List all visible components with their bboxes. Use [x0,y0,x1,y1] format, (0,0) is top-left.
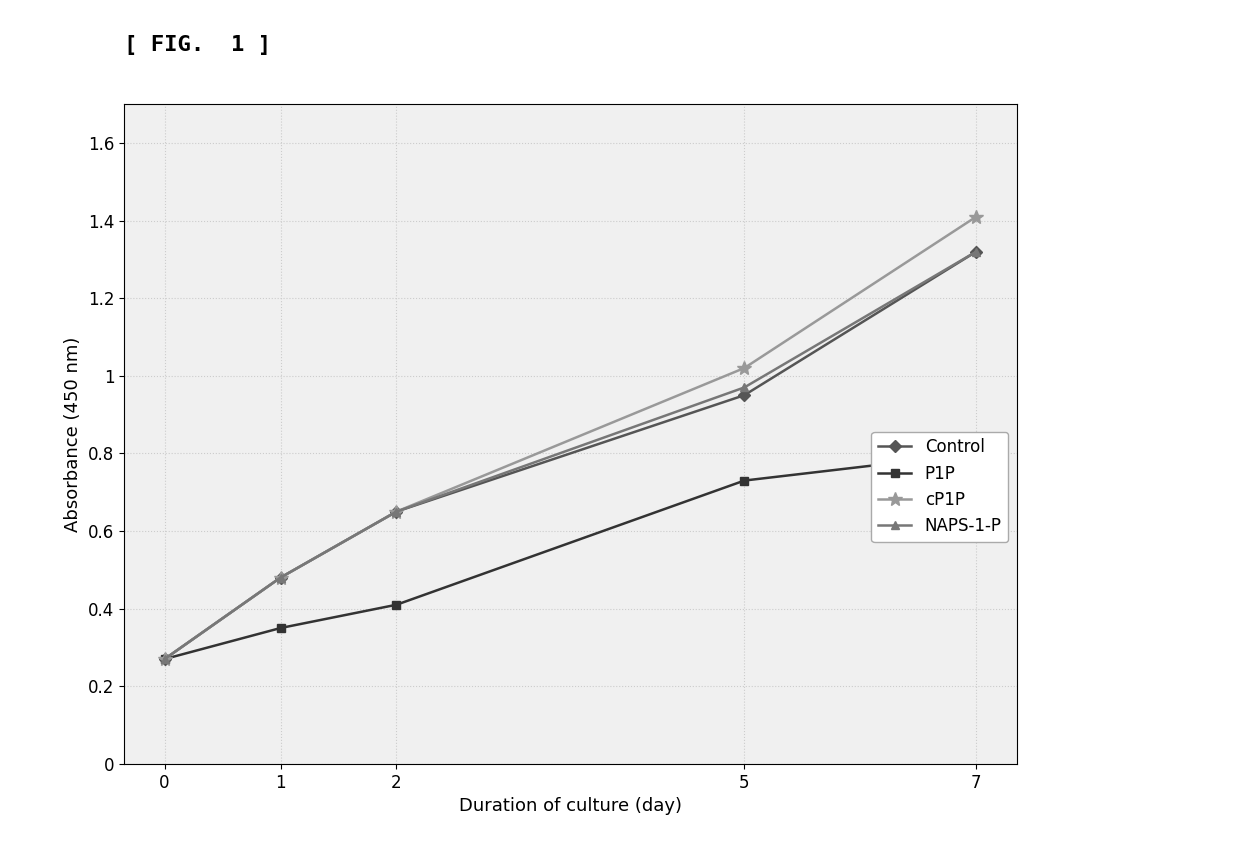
Line: NAPS-1-P: NAPS-1-P [160,247,981,663]
Y-axis label: Absorbance (450 nm): Absorbance (450 nm) [64,336,82,532]
Line: Control: Control [160,247,981,663]
Control [389,506,404,516]
Text: [ FIG.  1 ]: [ FIG. 1 ] [124,35,272,55]
NAPS-1-P [389,506,404,516]
cP1P [968,212,983,222]
P1P [273,623,288,634]
Line: cP1P: cP1P [157,210,983,666]
P1P [389,600,404,610]
Control [157,654,172,664]
X-axis label: Duration of culture (day): Duration of culture (day) [459,797,682,815]
Control [273,572,288,582]
P1P [737,476,751,486]
cP1P [737,363,751,373]
P1P [157,654,172,664]
Legend: Control, P1P, cP1P, NAPS-1-P: Control, P1P, cP1P, NAPS-1-P [872,431,1008,542]
NAPS-1-P [968,247,983,257]
NAPS-1-P [273,572,288,582]
cP1P [273,572,288,582]
NAPS-1-P [157,654,172,664]
Line: P1P: P1P [160,450,981,663]
Control [737,390,751,400]
cP1P [389,506,404,516]
cP1P [157,654,172,664]
NAPS-1-P [737,382,751,392]
P1P [968,448,983,458]
Control [968,247,983,257]
